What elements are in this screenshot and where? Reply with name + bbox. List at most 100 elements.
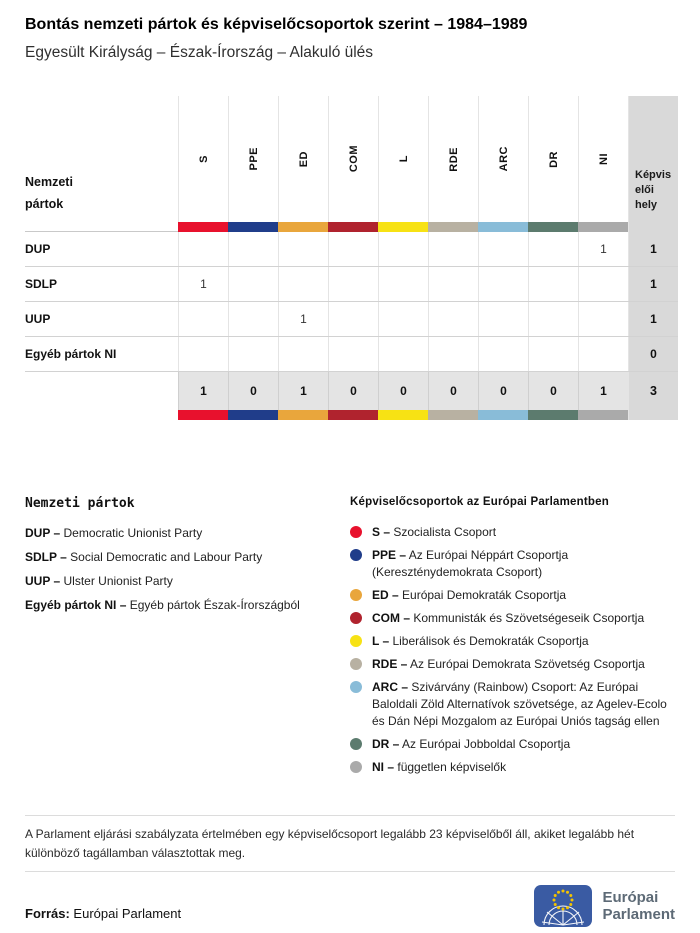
legend-dot-ni: [350, 761, 362, 773]
legend-group-name: Kommunisták és Szövetségeseik Csoportja: [413, 611, 645, 625]
cell-com: [328, 267, 378, 301]
cell-l: [378, 267, 428, 301]
total-arc: 0: [478, 372, 528, 410]
cell-ni: [578, 337, 628, 371]
row-label: UUP: [25, 312, 51, 326]
strip-label-spacer: [25, 222, 178, 232]
cell-arc: [478, 232, 528, 266]
row-seats: 1: [628, 232, 678, 266]
cell-ni: [578, 302, 628, 336]
cell-ed: [278, 232, 328, 266]
legend-group-abbr: DR –: [372, 737, 400, 751]
color-strip-s: [178, 222, 228, 232]
color-strip-ed: [278, 410, 328, 420]
total-ppe: 0: [228, 372, 278, 410]
cell-ppe: [228, 267, 278, 301]
color-strip-dr: [528, 222, 578, 232]
legend-party-item: Egyéb pártok NI – Egyéb pártok Észak-Íro…: [25, 598, 350, 612]
page-subtitle: Egyesült Királyság – Észak-Írország – Al…: [25, 44, 374, 61]
legend-party-name: Egyéb pártok Észak-Írországból: [129, 598, 300, 612]
legend-dot-rde: [350, 658, 362, 670]
legend-national-parties: Nemzeti pártok DUP – Democratic Unionist…: [25, 496, 350, 782]
table-body: DUP 1 1 SDLP 1 1 UUP 1 1 Egyéb pártok NI 0: [25, 232, 678, 372]
legend-parties-items: DUP – Democratic Unionist Party SDLP – So…: [25, 526, 350, 612]
cell-ppe: [228, 337, 278, 371]
source: Forrás: Európai Parlament: [25, 906, 181, 927]
cell-dr: [528, 267, 578, 301]
color-strip-s: [178, 410, 228, 420]
column-header-label: PPE: [247, 147, 260, 171]
row-seats: 1: [628, 302, 678, 336]
legend-group-item: NI – független képviselők: [350, 759, 675, 776]
column-header-ni: NI: [578, 96, 628, 222]
ep-logo-text-line2: Parlament: [602, 906, 675, 924]
column-header-ed: ED: [278, 96, 328, 222]
color-strip-ppe: [228, 222, 278, 232]
cell-ppe: [228, 232, 278, 266]
legend-group-item: ED – Európai Demokraták Csoportja: [350, 587, 675, 604]
legend-dot-ed: [350, 589, 362, 601]
legend-group-name: Az Európai Jobboldal Csoportja: [402, 737, 571, 751]
legend-parties-title: Nemzeti pártok: [25, 496, 135, 511]
footer: Forrás: Európai Parlament: [25, 885, 675, 928]
legend-group-item: S – Szocialista Csoport: [350, 524, 675, 541]
table-header-row: Nemzeti pártok S PPE ED COM L RDE ARC DR NI Képv…: [25, 96, 678, 222]
page-title: Bontás nemzeti pártok és képviselőcsopor…: [25, 16, 528, 33]
cell-rde: [428, 337, 478, 371]
cell-dr: [528, 302, 578, 336]
color-strip-ed: [278, 222, 328, 232]
cell-arc: [478, 267, 528, 301]
legend-group-name: Liberálisok és Demokraták Csoportja: [392, 634, 589, 648]
table-row-dup: DUP 1 1: [25, 232, 678, 267]
column-header-com: COM: [328, 96, 378, 222]
seats-column-header: Képviselői hely: [628, 96, 678, 222]
color-strip-l: [378, 222, 428, 232]
cell-ppe: [228, 302, 278, 336]
cell-arc: [478, 337, 528, 371]
cell-s: [178, 337, 228, 371]
color-strip-ppe: [228, 410, 278, 420]
column-header-l: L: [378, 96, 428, 222]
legend-group-abbr: PPE –: [372, 548, 407, 562]
column-header-label: NI: [597, 153, 610, 165]
cell-ni: 1: [578, 232, 628, 266]
color-strip-top: [25, 222, 678, 232]
row-group-header-label: Nemzeti pártok: [25, 175, 73, 212]
legend-group-name: Az Európai Néppárt Csoportja (Keresztény…: [372, 548, 569, 579]
source-label: Forrás:: [25, 906, 70, 922]
legend-section: Nemzeti pártok DUP – Democratic Unionist…: [25, 496, 675, 782]
cell-rde: [428, 232, 478, 266]
total-dr: 0: [528, 372, 578, 410]
legend-group-text: DR – Az Európai Jobboldal Csoportja: [372, 736, 570, 753]
legend-dot-s: [350, 526, 362, 538]
ep-logo-text-line1: Európai: [602, 888, 659, 906]
cell-rde: [428, 267, 478, 301]
legend-group-item: COM – Kommunisták és Szövetségeseik Csop…: [350, 610, 675, 627]
total-s: 1: [178, 372, 228, 410]
legend-group-text: ARC – Szivárvány (Rainbow) Csoport: Az E…: [372, 679, 675, 730]
legend-party-item: DUP – Democratic Unionist Party: [25, 526, 350, 540]
seats-column-header-label: Képviselői hely: [635, 169, 672, 212]
divider-below-footnote: [25, 871, 675, 873]
column-header-arc: ARC: [478, 96, 528, 222]
color-strip-ni: [578, 410, 628, 420]
legend-group-abbr: COM –: [372, 611, 411, 625]
column-header-dr: DR: [528, 96, 578, 222]
cell-com: [328, 232, 378, 266]
cell-s: [178, 302, 228, 336]
legend-groups-title: Képviselőcsoportok az Európai Parlamentb…: [350, 496, 609, 508]
source-value: Európai Parlament: [73, 906, 182, 922]
legend-group-text: ED – Európai Demokraták Csoportja: [372, 587, 566, 604]
legend-group-abbr: L –: [372, 634, 390, 648]
row-label: DUP: [25, 242, 51, 256]
cell-s: 1: [178, 267, 228, 301]
total-seats: 3: [628, 372, 678, 410]
row-group-header: Nemzeti pártok: [25, 96, 178, 222]
legend-party-abbr: SDLP –: [25, 550, 67, 564]
divider-above-footnote: [25, 815, 675, 816]
column-header-label: DR: [547, 150, 560, 168]
total-l: 0: [378, 372, 428, 410]
strip-seats-spacer: [628, 222, 678, 232]
legend-party-abbr: DUP –: [25, 526, 61, 540]
cell-dr: [528, 232, 578, 266]
